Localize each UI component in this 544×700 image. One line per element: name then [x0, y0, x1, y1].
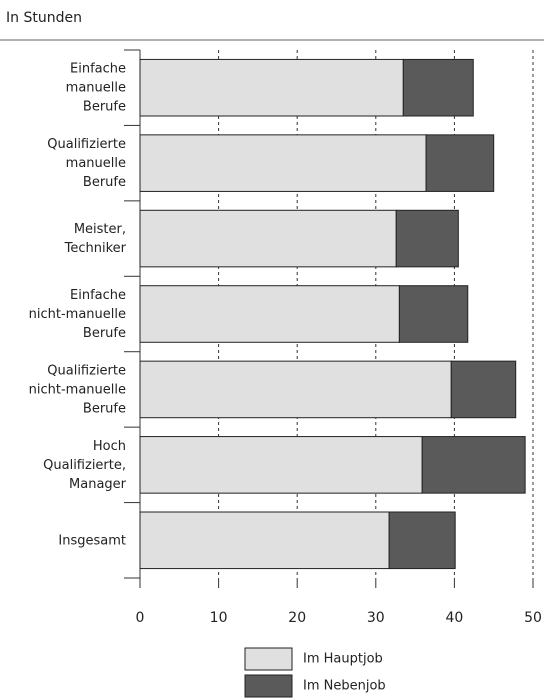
y-tick-label: Qualifizierte manuelle Berufe: [47, 137, 126, 190]
legend-label: Im Hauptjob: [303, 652, 383, 667]
legend-label: Im Nebenjob: [303, 679, 386, 694]
x-tick-label: 20: [288, 610, 306, 626]
bar-segment: [421, 436, 526, 494]
y-tick-label: Einfache nicht-manuelle Berufe: [29, 288, 126, 341]
y-tick-label: Insgesamt: [58, 533, 126, 548]
bar-segment: [139, 360, 452, 419]
bar-segment: [139, 209, 397, 268]
bar-segment: [139, 134, 427, 192]
x-tick-label: 40: [445, 610, 463, 626]
bar-segment: [139, 285, 400, 343]
x-tick-label: 10: [210, 610, 228, 626]
y-tick-label: Qualifizierte nicht-manuelle Berufe: [29, 363, 126, 416]
bar-segment: [388, 511, 456, 570]
bar-segment: [139, 58, 404, 117]
chart-subtitle: In Stunden: [6, 10, 82, 26]
y-tick-label: Meister, Techniker: [64, 222, 127, 256]
legend-swatch: [244, 647, 293, 671]
x-tick-label: 0: [136, 610, 145, 626]
y-tick-label: Hoch Qualifizierte, Manager: [43, 438, 127, 491]
legend-swatch: [244, 674, 293, 698]
bar-segment: [402, 58, 474, 117]
bar-segment: [139, 511, 390, 570]
y-tick-label: Einfache manuelle Berufe: [66, 61, 126, 114]
bar-segment: [398, 285, 469, 343]
x-tick-label: 30: [367, 610, 385, 626]
bar-segment: [139, 436, 423, 494]
bar-segment: [450, 360, 517, 419]
bar-segment: [395, 209, 459, 268]
bar-segment: [425, 134, 495, 192]
x-tick-label: 50: [524, 610, 542, 626]
